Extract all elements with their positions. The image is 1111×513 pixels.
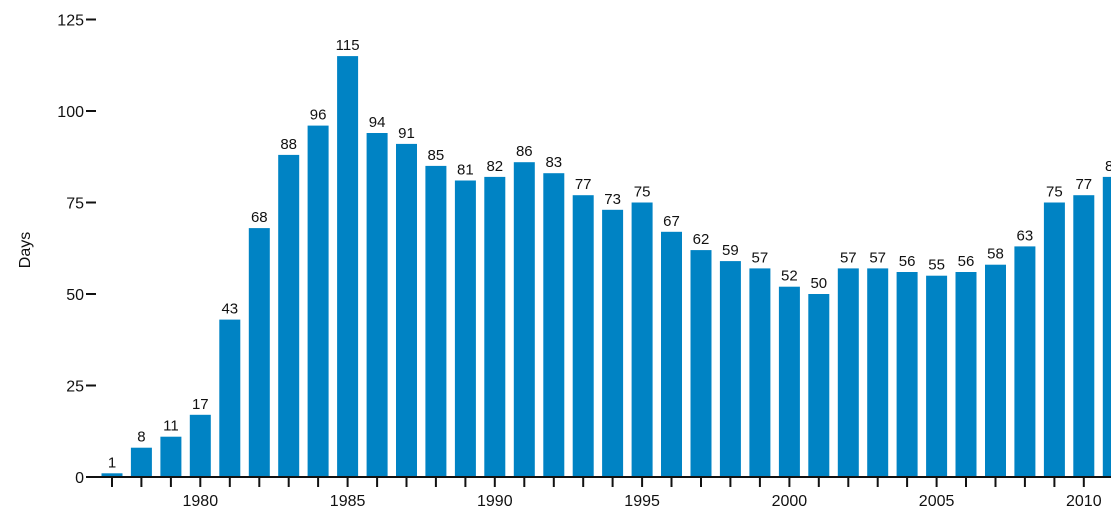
bar-2010 [1073,195,1095,477]
data-label-1994: 73 [604,191,621,208]
bar-1995 [631,202,653,477]
data-label-1997: 62 [693,231,710,248]
data-label-2002: 57 [840,249,857,266]
bar-2000 [778,286,800,477]
x-tick-label-1980: 1980 [183,493,219,510]
data-labels: 1 8 11 17 43 68 88 96 115 94 91 85 81 82 86 83 77 73 75 67 6… [108,37,1111,471]
data-label-1996: 67 [663,213,680,230]
data-label-1988: 85 [428,147,445,164]
bar-1987 [396,143,417,477]
bar-2003 [867,268,889,477]
bar-2009 [1043,202,1065,477]
data-label-2005: 55 [928,257,945,274]
bar-1983 [278,154,300,477]
x-tick-label-2005: 2005 [919,493,955,510]
bar-1977 [101,473,123,477]
data-label-1993: 77 [575,176,592,193]
data-label-1980: 17 [192,396,209,413]
y-axis-label: Days [17,232,34,268]
bar-1997 [690,250,712,477]
bar-1988 [425,165,447,477]
bar-2004 [896,272,918,477]
x-tick-label-2010: 2010 [1066,493,1102,510]
y-tick-label-100: 100 [57,104,84,121]
y-axis: 0 25 50 75 100 125 [57,13,96,487]
data-label-2011: 82 [1105,158,1111,175]
bar-1994 [602,209,624,478]
bar-2001 [808,294,830,477]
x-tick-label-2000: 2000 [772,493,808,510]
data-label-1989: 81 [457,162,474,179]
bar-2008 [1014,246,1036,477]
y-tick-label-75: 75 [66,196,84,213]
data-label-1979: 11 [163,418,179,435]
data-label-2001: 50 [810,275,827,292]
data-label-1995: 75 [634,184,651,201]
bar-2011 [1102,176,1111,477]
data-label-2010: 77 [1075,176,1092,193]
data-label-1987: 91 [398,125,415,142]
y-tick-label-125: 125 [57,13,84,30]
bar-2005 [926,275,948,477]
bar-1990 [484,176,506,477]
bar-1982 [248,228,270,477]
data-label-2004: 56 [899,253,916,270]
bar-2006 [955,272,977,477]
data-label-1990: 82 [486,158,503,175]
bar-1993 [572,195,594,477]
bar-1985 [337,56,359,477]
data-label-2007: 58 [987,246,1004,263]
data-label-2000: 52 [781,268,798,285]
x-tick-label-1990: 1990 [477,493,513,510]
bar-2002 [837,268,859,477]
bars [101,56,1111,478]
data-label-1983: 88 [280,136,297,153]
y-tick-label-50: 50 [66,287,84,304]
data-label-1986: 94 [369,114,386,131]
bar-1986 [366,133,388,477]
data-label-2009: 75 [1046,184,1063,201]
bar-1978 [130,447,152,477]
bar-1998 [719,261,741,477]
bar-1984 [307,125,329,477]
data-label-1999: 57 [752,249,769,266]
bar-1980 [189,414,211,477]
y-tick-label-25: 25 [66,379,84,396]
data-label-1981: 43 [221,301,238,318]
bar-1979 [160,436,182,477]
data-label-1982: 68 [251,209,268,226]
data-label-2003: 57 [869,249,886,266]
data-label-1977: 1 [108,454,116,471]
data-label-1992: 83 [545,154,562,171]
bar-2007 [985,264,1006,477]
data-label-1991: 86 [516,143,533,160]
data-label-1984: 96 [310,107,327,124]
data-label-1978: 8 [137,429,145,446]
bar-1991 [513,162,535,477]
x-tick-label-1995: 1995 [624,493,660,510]
bar-1999 [749,268,771,477]
bar-1981 [219,319,241,477]
bar-1992 [543,173,565,477]
y-tick-label-0: 0 [75,470,84,487]
bar-1989 [454,180,476,477]
data-label-1998: 59 [722,242,739,259]
data-label-2008: 63 [1017,227,1034,244]
data-label-2006: 56 [958,253,975,270]
data-label-1985: 115 [336,37,360,54]
x-tick-label-1985: 1985 [330,493,366,510]
bar-1996 [661,231,682,477]
x-axis: 1980 1985 1990 1995 2000 2005 2010 [96,476,1111,510]
